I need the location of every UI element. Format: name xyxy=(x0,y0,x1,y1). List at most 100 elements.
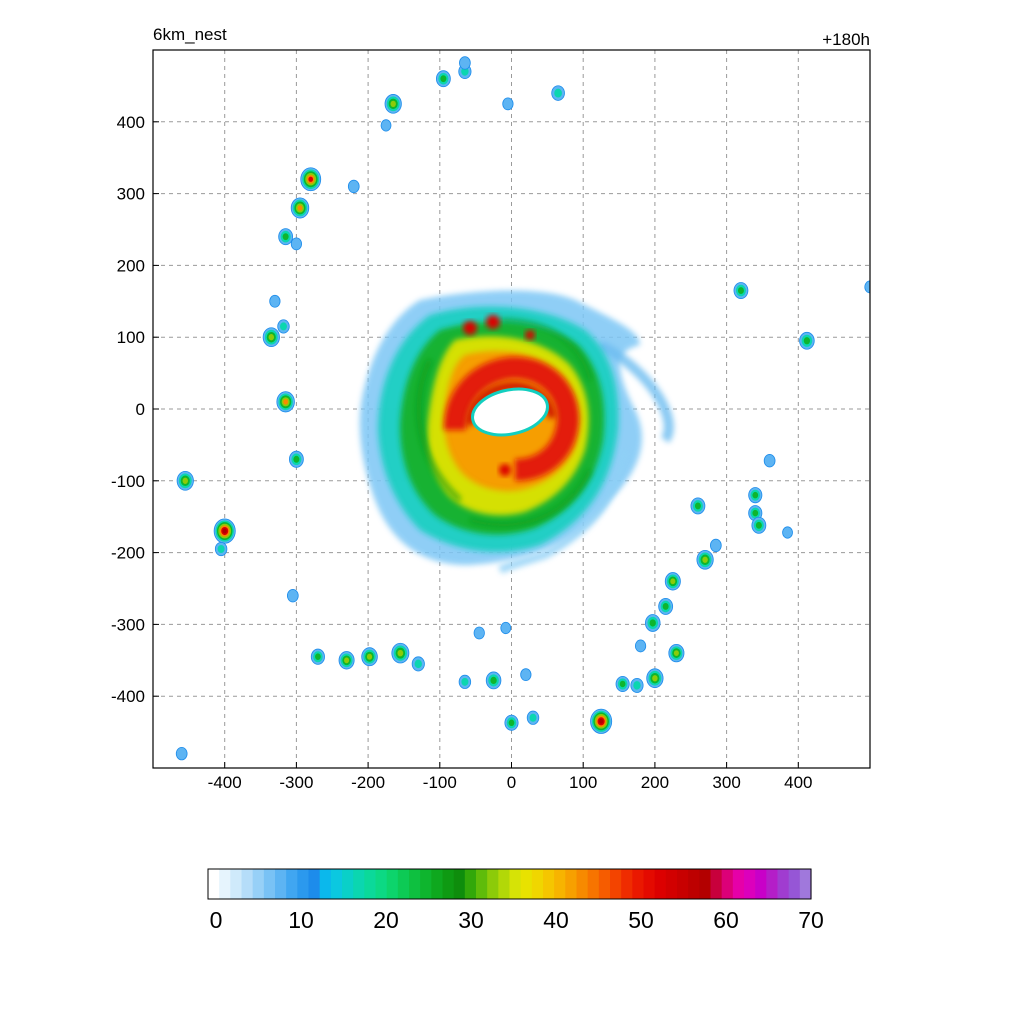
x-tick-label: 200 xyxy=(641,773,669,792)
rainband-cell-layer xyxy=(710,538,722,553)
rainband-cell-layer xyxy=(529,713,537,722)
rainband-cell-layer xyxy=(554,88,562,98)
rainband-cell xyxy=(277,319,290,334)
y-tick-label: -100 xyxy=(111,472,145,491)
rainband-cell xyxy=(733,282,749,299)
storm-red-eyewall xyxy=(444,356,580,481)
x-tick-label: -400 xyxy=(208,773,242,792)
rainband-cell-layer xyxy=(673,650,679,657)
colorbar-swatch xyxy=(610,869,622,899)
rainband-cell-layer xyxy=(293,455,300,463)
rainband-cell xyxy=(338,651,355,670)
colorbar-swatch xyxy=(219,869,231,899)
rainband-cell-layer xyxy=(366,653,373,660)
rainband-cell-layer xyxy=(508,719,515,727)
colorbar-swatch xyxy=(364,869,377,899)
y-tick-label: 100 xyxy=(117,328,145,347)
rainband-cell xyxy=(347,179,360,194)
rainband-cell-layer xyxy=(662,603,669,610)
rainband-cell xyxy=(551,85,565,101)
colorbar-swatch xyxy=(710,869,723,899)
colorbar-swatch xyxy=(453,869,466,899)
colorbar-swatch xyxy=(565,869,578,899)
colorbar-tick-label: 0 xyxy=(210,907,223,933)
y-tick-label: -400 xyxy=(111,687,145,706)
rainband-cell xyxy=(644,614,661,632)
rainband-cell-layer xyxy=(670,578,676,585)
rainband-cell xyxy=(485,671,502,690)
colorbar-swatch xyxy=(420,869,432,899)
rainband-cell-layer xyxy=(217,545,225,554)
y-axis-ticks: -400 -300 -200 -100 0 100 200 300 400 xyxy=(111,113,159,706)
y-tick-label: 200 xyxy=(117,256,145,275)
rainband-cell xyxy=(384,94,402,114)
rainband-cell-layer xyxy=(752,509,759,517)
rainband-cell xyxy=(590,708,613,734)
colorbar-tick-label: 30 xyxy=(458,907,484,933)
rainband-cells xyxy=(175,56,870,761)
colorbar-swatch xyxy=(275,869,287,899)
colorbar-swatch xyxy=(688,869,700,899)
colorbar-swatch xyxy=(531,869,544,899)
colorbar-swatch xyxy=(498,869,511,899)
colorbar-swatch xyxy=(509,869,522,899)
rainband-cell xyxy=(176,470,194,491)
colorbar-tick-label: 10 xyxy=(288,907,314,933)
colorbar-swatch xyxy=(297,869,310,899)
rainband-cell-layer xyxy=(297,205,303,211)
colorbar-swatch xyxy=(621,869,633,899)
rainband-cell-layer xyxy=(634,639,647,653)
rainband-cell-layer xyxy=(344,657,350,664)
rainband-cell-layer xyxy=(763,454,776,468)
colorbar-swatch xyxy=(665,869,678,899)
rainband-cell-layer xyxy=(182,477,188,484)
rainband-cell xyxy=(290,197,310,219)
colorbar-swatch xyxy=(386,869,399,899)
colorbar-frame xyxy=(207,868,812,900)
storm-cell xyxy=(499,464,511,476)
rainband-cell xyxy=(634,639,647,653)
rainband-cell-layer xyxy=(702,556,708,563)
rainband-cell xyxy=(175,746,188,761)
rainband-cell xyxy=(435,70,451,88)
colorbar-swatch xyxy=(732,869,745,899)
rainband-cell xyxy=(286,589,299,603)
rainband-cell-layer xyxy=(440,75,447,83)
rainband-cell-layer xyxy=(308,176,314,182)
storm-cell xyxy=(525,330,535,340)
storm-cell xyxy=(463,321,477,335)
colorbar-swatch xyxy=(744,869,756,899)
colorbar-swatch xyxy=(677,869,689,899)
colorbar-swatch xyxy=(330,869,343,899)
colorbar-tick-label: 60 xyxy=(713,907,739,933)
colorbar-swatch xyxy=(576,869,589,899)
colorbar-tick-label: 40 xyxy=(543,907,569,933)
colorbar-swatch xyxy=(587,869,600,899)
colorbar-swatch xyxy=(263,869,276,899)
y-tick-label: 400 xyxy=(117,113,145,132)
rainband-cell xyxy=(658,598,674,615)
storm-spiral-green-2 xyxy=(469,469,592,527)
rainband-cell-layer xyxy=(599,718,604,724)
rainband-cell xyxy=(630,677,644,693)
storm-spiral-green-3 xyxy=(499,318,592,381)
colorbar-swatch xyxy=(487,869,499,899)
colorbar-swatch xyxy=(208,869,220,899)
rainband-cell xyxy=(276,391,295,413)
rainband-cell xyxy=(668,643,685,663)
rainband-cell-layer xyxy=(268,334,275,341)
colorbar-swatch xyxy=(375,869,388,899)
rainband-cell-layer xyxy=(652,675,658,682)
colorbar-tick-label: 20 xyxy=(373,907,399,933)
rainband-cell-layer xyxy=(473,626,485,640)
rainband-cell xyxy=(799,331,815,350)
colorbar-swatch xyxy=(342,869,354,899)
rainband-cell xyxy=(361,647,378,667)
rainband-cell-layer xyxy=(286,589,299,603)
rainband-cell-layer xyxy=(461,677,469,686)
rainband-cell xyxy=(500,621,512,635)
rainband-cell xyxy=(696,549,714,570)
colorbar-swatch xyxy=(397,869,410,899)
rainband-cell xyxy=(411,656,425,672)
colorbar-tick-label: 50 xyxy=(628,907,654,933)
